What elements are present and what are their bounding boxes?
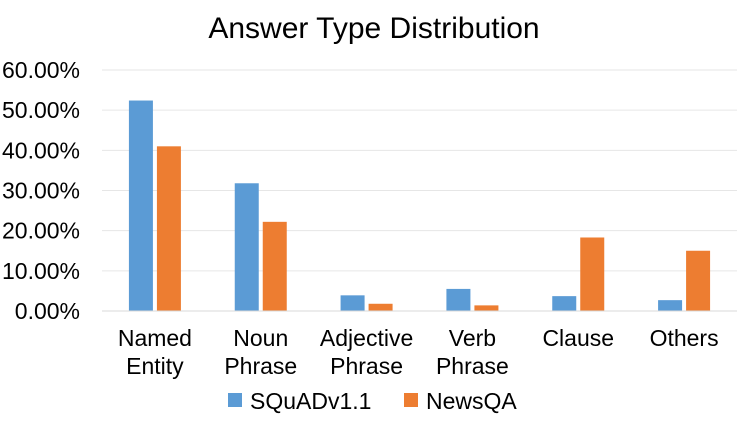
x-category-label: Noun	[233, 325, 288, 351]
x-category-label: Adjective	[320, 325, 413, 351]
bar-squadv1-1-4	[552, 296, 577, 311]
bar-newsqa-3	[474, 305, 499, 311]
gridlines	[102, 69, 737, 272]
x-category-label: Verb	[449, 325, 496, 351]
y-tick-label: 0.00%	[15, 298, 80, 324]
legend-swatch	[228, 393, 242, 407]
chart-title: Answer Type Distribution	[208, 12, 539, 45]
bars	[128, 100, 711, 311]
x-category-label: Phrase	[224, 353, 297, 379]
x-category-label: Named	[118, 325, 192, 351]
x-category-label: Phrase	[436, 353, 509, 379]
x-axis-categories: NamedEntityNounPhraseAdjectivePhraseVerb…	[118, 325, 719, 379]
legend-label: SQuADv1.1	[250, 388, 371, 414]
y-tick-label: 30.00%	[2, 178, 80, 204]
y-tick-label: 10.00%	[2, 258, 80, 284]
x-category-label: Clause	[542, 325, 614, 351]
x-category-label: Others	[650, 325, 719, 351]
y-tick-label: 20.00%	[2, 218, 80, 244]
legend-swatch	[404, 393, 418, 407]
bar-newsqa-4	[580, 237, 605, 311]
x-category-label: Phrase	[330, 353, 403, 379]
y-tick-label: 50.00%	[2, 97, 80, 123]
legend: SQuADv1.1 NewsQA	[228, 388, 517, 414]
bar-newsqa-1	[262, 221, 287, 311]
legend-label: NewsQA	[426, 388, 517, 414]
bar-squadv1-1-2	[340, 295, 365, 311]
bar-newsqa-0	[156, 146, 181, 311]
y-tick-label: 60.00%	[2, 57, 80, 83]
bar-squadv1-1-0	[128, 100, 153, 311]
x-category-label: Entity	[126, 353, 184, 379]
bar-squadv1-1-5	[658, 300, 683, 311]
bar-squadv1-1-1	[234, 183, 259, 311]
bar-newsqa-5	[686, 250, 711, 311]
y-tick-label: 40.00%	[2, 137, 80, 163]
y-axis-ticks: 0.00% 10.00% 20.00% 30.00% 40.00% 50.00% 60.00…	[2, 57, 80, 324]
bar-newsqa-2	[368, 303, 393, 311]
bar-squadv1-1-3	[446, 288, 471, 311]
